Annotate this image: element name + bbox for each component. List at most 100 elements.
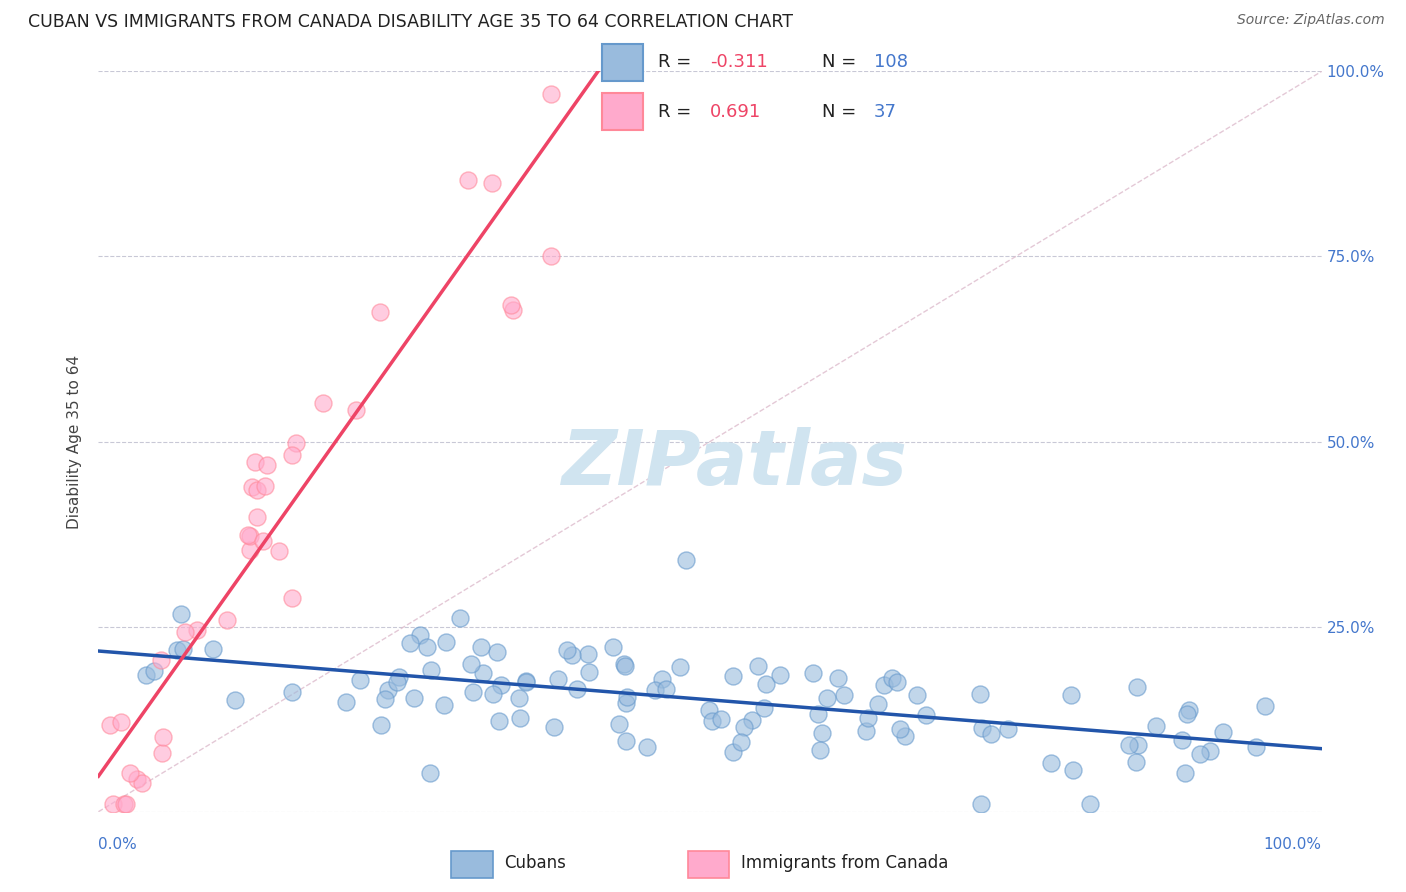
Point [650,673,672,687]
Point [101,797,124,812]
Point [997,722,1019,736]
Text: 0.0%: 0.0% [98,837,138,852]
Text: CUBAN VS IMMIGRANTS FROM CANADA DISABILITY AGE 35 TO 64 CORRELATION CHART: CUBAN VS IMMIGRANTS FROM CANADA DISABILI… [28,13,793,31]
Point [377,683,399,698]
Text: 100.0%: 100.0% [1264,837,1322,852]
Text: Immigrants from Canada: Immigrants from Canada [741,854,948,872]
FancyBboxPatch shape [602,93,643,130]
Point [668,660,690,674]
Point [889,722,911,736]
Point [655,682,678,697]
Point [254,479,277,493]
FancyBboxPatch shape [451,851,492,878]
Point [489,678,512,692]
Point [499,298,522,312]
Point [754,701,776,715]
Point [1125,755,1147,769]
Point [150,653,173,667]
Point [815,690,838,705]
Point [174,625,197,640]
Point [827,672,849,686]
Point [370,717,392,731]
Point [721,668,744,682]
Point [370,305,392,319]
Point [561,648,583,663]
Point [486,645,509,659]
Point [461,685,484,699]
Point [733,720,755,734]
Point [866,697,889,711]
Point [972,721,994,735]
Point [515,674,537,689]
Text: Source: ZipAtlas.com: Source: ZipAtlas.com [1237,13,1385,28]
Point [409,628,432,642]
Point [388,670,411,684]
Point [710,712,733,726]
Point [578,665,600,680]
Point [281,591,304,606]
Point [636,740,658,755]
Point [243,455,266,469]
Point [404,691,426,706]
Point [769,668,792,682]
Point [508,690,530,705]
Point [721,745,744,759]
Point [613,659,636,673]
Point [143,664,166,678]
Point [980,727,1002,741]
Text: 0.691: 0.691 [710,103,761,120]
Point [280,448,302,462]
Text: Cubans: Cubans [505,854,567,872]
Point [239,529,262,543]
Point [344,402,367,417]
Point [374,691,396,706]
Point [1126,738,1149,752]
Point [460,657,482,672]
Point [602,640,624,655]
Point [419,766,441,780]
Point [808,742,831,756]
Point [488,714,510,729]
Point [1062,763,1084,777]
Point [747,658,769,673]
Point [118,766,141,780]
Point [1080,797,1102,812]
Point [502,303,524,318]
Point [555,643,578,657]
Point [449,611,471,625]
Point [98,718,121,732]
Point [419,663,441,677]
Point [217,614,239,628]
Point [1125,680,1147,694]
Point [1174,766,1197,780]
Point [481,176,503,190]
Point [576,647,599,661]
Point [170,607,193,621]
Point [1060,688,1083,702]
Point [1188,747,1211,762]
Point [1170,732,1192,747]
Point [131,776,153,790]
Point [882,671,904,685]
Point [515,674,537,689]
FancyBboxPatch shape [602,44,643,81]
Point [607,717,630,731]
Point [540,250,562,264]
Point [110,714,132,729]
Point [1254,699,1277,714]
Point [811,726,834,740]
Text: R =: R = [658,54,696,71]
Point [855,723,877,738]
Point [335,695,357,709]
Text: N =: N = [821,103,862,120]
Point [246,510,269,524]
Point [540,87,562,101]
Point [907,689,929,703]
Point [269,543,291,558]
Point [702,714,724,729]
Point [697,703,720,717]
Point [239,543,262,558]
Point [613,657,636,672]
Point [256,458,278,472]
Point [616,690,638,704]
